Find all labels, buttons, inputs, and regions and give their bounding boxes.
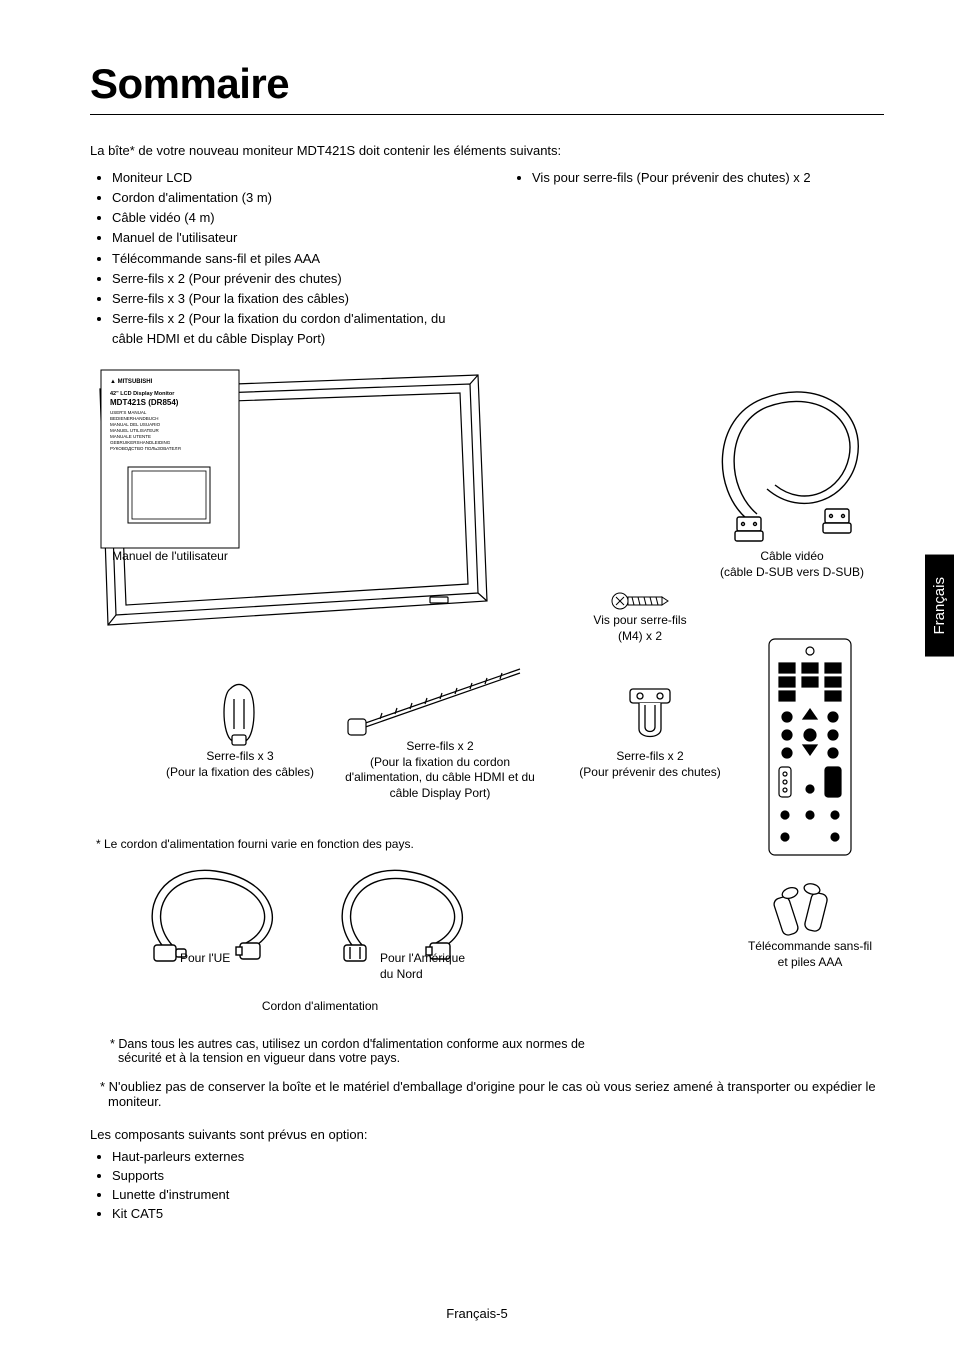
caption: Vis pour serre-fils <box>560 613 720 629</box>
caption: Pour l'Amérique <box>380 951 465 965</box>
caption: (Pour la fixation des câbles) <box>150 765 330 781</box>
svg-text:42" LCD Display Monitor: 42" LCD Display Monitor <box>110 391 175 397</box>
figure-clamp2b: Serre-fils x 2 (Pour prévenir des chutes… <box>560 679 740 780</box>
list-item: Serre-fils x 3 (Pour la fixation des câb… <box>112 289 480 309</box>
language-tab: Français <box>925 555 954 657</box>
caption: Câble vidéo <box>702 549 882 565</box>
figure-manual: ▲ MITSUBISHI 42" LCD Display Monitor MDT… <box>90 369 250 565</box>
caption: du Nord <box>380 967 423 981</box>
title-rule <box>90 114 884 115</box>
caption: (Pour prévenir des chutes) <box>560 765 740 781</box>
list-item: Télécommande sans-fil et piles AAA <box>112 249 480 269</box>
list-item: Kit CAT5 <box>112 1205 884 1224</box>
remote-icon <box>767 637 853 857</box>
list-item: Cordon d'alimentation (3 m) <box>112 188 480 208</box>
list-item: Vis pour serre-fils (Pour prévenir des c… <box>532 168 884 188</box>
caption: (M4) x 2 <box>560 629 720 645</box>
caption: (Pour la fixation du cordon d'alimentati… <box>330 755 550 802</box>
svg-text:MANUEL UTILISATEUR: MANUEL UTILISATEUR <box>110 428 160 433</box>
list-item: Serre-fils x 2 (Pour prévenir des chutes… <box>112 269 480 289</box>
list-item: Haut-parleurs externes <box>112 1148 884 1167</box>
power-cord-label: Cordon d'alimentation <box>210 999 430 1015</box>
svg-text:BEDIENERHANDBUCH: BEDIENERHANDBUCH <box>110 416 159 421</box>
list-item: Supports <box>112 1167 884 1186</box>
note-text: * Le cordon d'alimentation fourni varie … <box>96 837 414 851</box>
svg-text:MANUALE UTENTE: MANUALE UTENTE <box>110 434 151 439</box>
manual-icon: ▲ MITSUBISHI 42" LCD Display Monitor MDT… <box>100 369 240 549</box>
battery-icon <box>770 879 850 939</box>
figure-power-na: Pour l'Amérique du Nord <box>310 859 510 1000</box>
figure-remote <box>740 637 880 857</box>
figure-clamp3: Serre-fils x 3 (Pour la fixation des câb… <box>150 679 330 780</box>
list-item: Moniteur LCD <box>112 168 480 188</box>
intro-text: La bîte* de votre nouveau moniteur MDT42… <box>90 143 884 158</box>
list-item: Serre-fils x 2 (Pour la fixation du cord… <box>112 309 480 349</box>
caption: Serre-fils x 2 <box>330 739 550 755</box>
list-item: Manuel de l'utilisateur <box>112 228 480 248</box>
list-item: Lunette d'instrument <box>112 1186 884 1205</box>
right-item-list: Vis pour serre-fils (Pour prévenir des c… <box>510 168 884 188</box>
caption: Serre-fils x 3 <box>150 749 330 765</box>
power-cord-note: * Le cordon d'alimentation fourni varie … <box>96 837 566 853</box>
left-item-list: Moniteur LCD Cordon d'alimentation (3 m)… <box>90 168 480 349</box>
svg-text:MANUAL DEL USUARIO: MANUAL DEL USUARIO <box>110 422 161 427</box>
caption: et piles AAA <box>740 955 880 971</box>
page-title: Sommaire <box>90 60 884 108</box>
bracket-icon <box>615 679 685 749</box>
caption: Serre-fils x 2 <box>560 749 740 765</box>
caption: (câble D-SUB vers D-SUB) <box>702 565 882 581</box>
contents-columns: Moniteur LCD Cordon d'alimentation (3 m)… <box>90 168 884 349</box>
svg-text:▲ MITSUBISHI: ▲ MITSUBISHI <box>110 379 153 385</box>
caption: Cordon d'alimentation <box>262 999 378 1013</box>
svg-text:РУКОВОДСТВО ПОЛЬЗОВАТЕЛЯ: РУКОВОДСТВО ПОЛЬЗОВАТЕЛЯ <box>110 446 181 451</box>
figure-video-cable: Câble vidéo (câble D-SUB vers D-SUB) <box>702 369 882 580</box>
screw-icon <box>610 589 670 613</box>
box-note: * N'oubliez pas de conserver la boîte et… <box>90 1079 884 1109</box>
figure-screw: Vis pour serre-fils (M4) x 2 <box>560 589 720 644</box>
tie-icon <box>340 659 540 739</box>
cable-icon <box>707 369 877 549</box>
figure-clamp2a: Serre-fils x 2 (Pour la fixation du cord… <box>330 659 550 801</box>
list-item: Câble vidéo (4 m) <box>112 208 480 228</box>
caption: Télécommande sans-fil <box>740 939 880 955</box>
optional-list: Haut-parleurs externes Supports Lunette … <box>90 1148 884 1223</box>
svg-text:MDT421S (DR854): MDT421S (DR854) <box>110 398 179 407</box>
page-footer: Français-5 <box>0 1306 954 1321</box>
diagram-area: ▲ MITSUBISHI 42" LCD Display Monitor MDT… <box>90 369 884 1029</box>
conformity-note: * Dans tous les autres cas, utilisez un … <box>110 1037 590 1065</box>
figure-power-eu: Pour l'UE <box>120 859 320 985</box>
svg-text:GEBRUIKERSHANDLEIDING: GEBRUIKERSHANDLEIDING <box>110 440 171 445</box>
figure-batteries: Télécommande sans-fil et piles AAA <box>740 879 880 970</box>
optional-intro: Les composants suivants sont prévus en o… <box>90 1127 884 1142</box>
clamp-icon <box>210 679 270 749</box>
svg-text:USER'S MANUAL: USER'S MANUAL <box>110 410 147 415</box>
caption: Manuel de l'utilisateur <box>90 549 250 565</box>
